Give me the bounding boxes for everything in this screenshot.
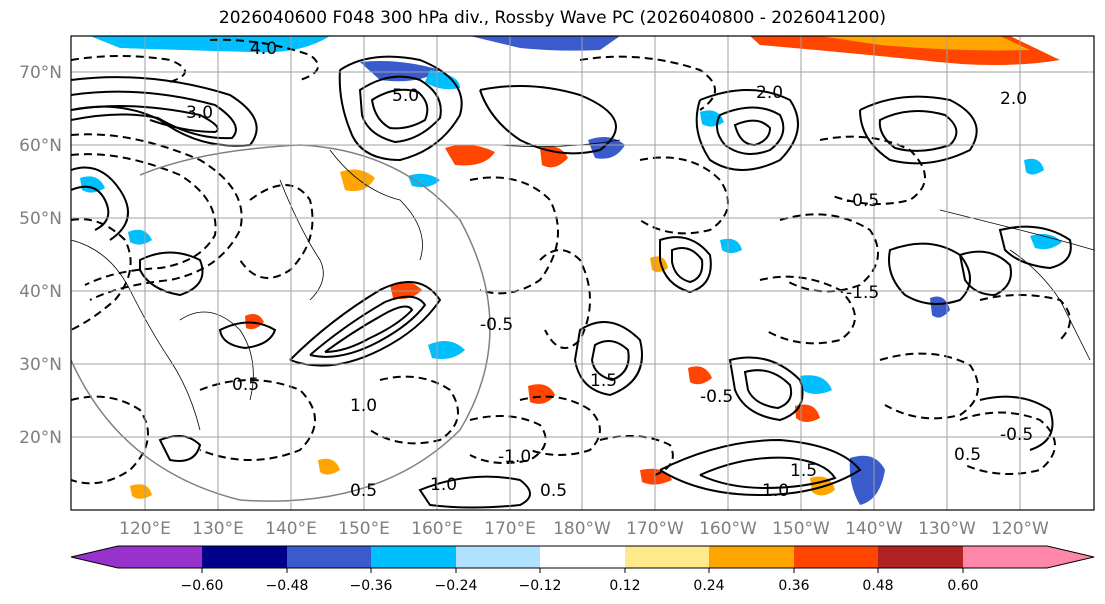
colorbar-segment bbox=[456, 546, 540, 568]
contour-label: -0.5 bbox=[1000, 425, 1033, 445]
colorbar-tick-label: −0.48 bbox=[266, 578, 309, 594]
colorbar-ticks: −0.60 −0.48 −0.36 −0.24 −0.12 0.12 0.24 … bbox=[181, 568, 979, 594]
colorbar-tick-label: 0.36 bbox=[778, 578, 809, 594]
contour-label: -0.5 bbox=[700, 387, 733, 407]
colorbar-segment bbox=[709, 546, 794, 568]
lon-label: 120°E bbox=[119, 519, 171, 539]
lon-label: 160°W bbox=[699, 519, 757, 539]
lat-label: 70°N bbox=[19, 63, 62, 83]
colorbar-segment bbox=[963, 546, 1047, 568]
shading-layer bbox=[80, 36, 1062, 505]
contour-label: 1.0 bbox=[350, 396, 377, 416]
contour-label: -1.0 bbox=[498, 447, 531, 467]
colorbar-outline bbox=[70, 545, 1095, 569]
lon-label: 170°E bbox=[484, 519, 536, 539]
lon-label: 130°W bbox=[918, 519, 976, 539]
contour-labels: 4.0 3.0 5.0 2.0 1.0 0.5 -0.5 1.5 -1.5 1.… bbox=[186, 39, 1033, 501]
map-title: 2026040600 F048 300 hPa div., Rossby Wav… bbox=[218, 8, 887, 28]
colorbar-segment bbox=[371, 546, 456, 568]
colorbar-segment bbox=[1047, 546, 1094, 568]
lon-label: 170°W bbox=[626, 519, 684, 539]
colorbar-tick-label: 0.60 bbox=[947, 578, 978, 594]
contour-label: 2.0 bbox=[1000, 89, 1027, 109]
contour-label: 1.5 bbox=[790, 461, 817, 481]
contour-dashed-layer bbox=[71, 38, 1071, 485]
lon-label: 140°W bbox=[845, 519, 903, 539]
contour-label: 1.5 bbox=[590, 371, 617, 391]
colorbar-segment bbox=[287, 546, 371, 568]
colorbar-tick-label: −0.36 bbox=[350, 578, 393, 594]
contour-label: 0.5 bbox=[954, 445, 981, 465]
contour-label: 0.5 bbox=[232, 375, 259, 395]
contour-label: 3.0 bbox=[186, 103, 213, 123]
lat-label: 40°N bbox=[19, 282, 62, 302]
lon-label: 140°E bbox=[265, 519, 317, 539]
colorbar-segment bbox=[625, 546, 709, 568]
contour-label: -0.5 bbox=[480, 315, 513, 335]
contour-layer bbox=[71, 55, 1072, 509]
contour-label: 4.0 bbox=[250, 39, 277, 59]
lon-label: 180°W bbox=[553, 519, 611, 539]
lat-axis: 70°N 60°N 50°N 40°N 30°N 20°N bbox=[19, 63, 62, 448]
map-field: 4.0 3.0 5.0 2.0 1.0 0.5 -0.5 1.5 -1.5 1.… bbox=[71, 36, 1094, 510]
contour-label: 1.0 bbox=[430, 475, 457, 495]
lon-label: 150°E bbox=[338, 519, 390, 539]
colorbar-segment bbox=[794, 546, 878, 568]
lat-label: 30°N bbox=[19, 355, 62, 375]
contour-label: 0.5 bbox=[540, 481, 567, 501]
colorbar: −0.60 −0.48 −0.36 −0.24 −0.12 0.12 0.24 … bbox=[70, 545, 1095, 594]
colorbar-segment bbox=[202, 546, 287, 568]
colorbar-segment bbox=[71, 546, 118, 568]
colorbar-segment bbox=[878, 546, 963, 568]
contour-label: -1.5 bbox=[846, 283, 879, 303]
colorbar-tick-label: 0.48 bbox=[862, 578, 893, 594]
colorbar-tick-label: 0.24 bbox=[693, 578, 724, 594]
colorbar-segment bbox=[118, 546, 202, 568]
map-frame bbox=[70, 35, 1095, 511]
contour-label: 2.0 bbox=[756, 83, 783, 103]
contour-label: 0.5 bbox=[350, 481, 377, 501]
contour-label: 1.0 bbox=[762, 481, 789, 501]
lat-label: 60°N bbox=[19, 136, 62, 156]
graticule bbox=[71, 36, 1094, 510]
lat-label: 50°N bbox=[19, 209, 62, 229]
lon-axis: 120°E 130°E 140°E 150°E 160°E 170°E 180°… bbox=[119, 519, 1049, 539]
colorbar-tick-label: −0.24 bbox=[435, 578, 478, 594]
lon-label: 120°W bbox=[991, 519, 1049, 539]
lon-label: 160°E bbox=[411, 519, 463, 539]
contour-label: -0.5 bbox=[846, 191, 879, 211]
lon-label: 150°W bbox=[772, 519, 830, 539]
lon-label: 130°E bbox=[192, 519, 244, 539]
lat-label: 20°N bbox=[19, 428, 62, 448]
colorbar-tick-label: −0.60 bbox=[181, 578, 224, 594]
colorbar-segment bbox=[540, 546, 625, 568]
colorbar-tick-label: −0.12 bbox=[519, 578, 562, 594]
contour-label: 5.0 bbox=[392, 86, 419, 106]
colorbar-tick-label: 0.12 bbox=[609, 578, 640, 594]
